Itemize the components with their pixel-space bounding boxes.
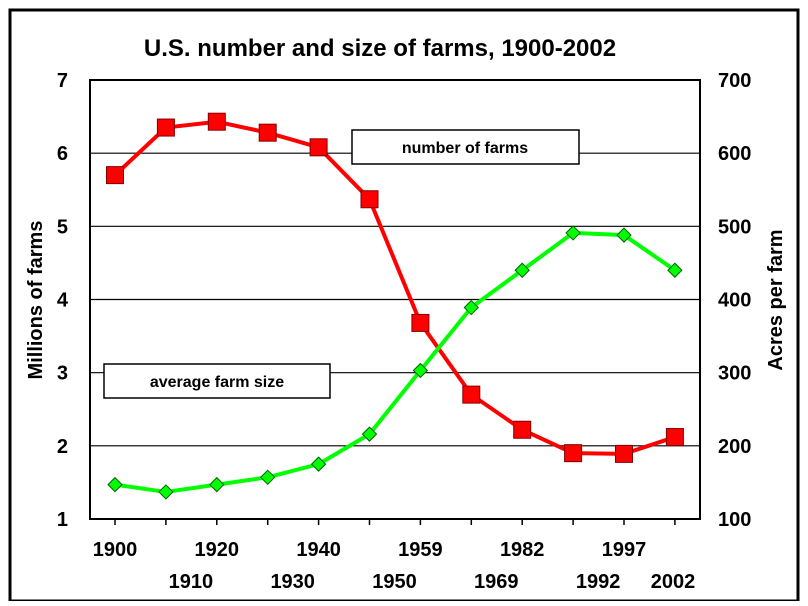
x-tick-label: 1982	[500, 539, 545, 561]
left-tick-label: 5	[57, 216, 68, 238]
data-point	[565, 225, 581, 241]
legend-average-farm-size: average farm size	[103, 363, 331, 399]
x-tick-label: 1969	[474, 571, 519, 593]
data-point	[309, 138, 328, 157]
right-tick-label: 600	[718, 143, 751, 165]
data-point	[514, 262, 530, 278]
legend-box-number	[351, 129, 580, 165]
data-point	[209, 476, 225, 493]
left-axis-ticks: 1 2 3 4 5 6 7	[57, 70, 69, 531]
x-tick-label: 1900	[93, 539, 138, 561]
x-axis-ticks: 1900 1910 1920 1930 1940 1950 1959 1969 1982 1992…	[93, 519, 696, 593]
data-point	[616, 227, 632, 243]
data-point	[107, 476, 123, 493]
x-tick-label: 1992	[576, 571, 621, 593]
left-tick-label: 6	[57, 143, 68, 165]
right-tick-label: 100	[718, 509, 751, 531]
data-point	[207, 112, 226, 131]
data-point	[156, 118, 175, 137]
left-tick-label: 4	[57, 290, 69, 312]
data-point	[411, 313, 430, 332]
series-1	[107, 225, 683, 500]
legend-label-size: average farm size	[150, 374, 284, 391]
data-point	[564, 444, 583, 463]
data-point	[360, 190, 379, 209]
x-tick-label: 1920	[195, 539, 240, 561]
x-tick-label: 2002	[651, 571, 696, 593]
x-tick-label: 1930	[270, 571, 315, 593]
data-point	[463, 299, 480, 316]
data-point	[665, 428, 684, 447]
left-axis-label: Millions of farms	[25, 221, 47, 380]
legend-box-size	[103, 363, 331, 399]
chart-title: U.S. number and size of farms, 1900-2002	[144, 35, 616, 62]
series-layer	[106, 112, 684, 500]
data-point	[667, 262, 683, 278]
data-point	[259, 469, 276, 486]
x-tick-label: 1997	[602, 539, 647, 561]
right-axis-label: Acres per farm	[765, 229, 787, 370]
series-0	[106, 112, 684, 463]
x-tick-label: 1950	[372, 571, 417, 593]
right-tick-label: 200	[718, 436, 751, 458]
right-tick-label: 700	[718, 70, 751, 92]
legend-number-of-farms: number of farms	[351, 129, 580, 165]
right-axis-ticks: 100 200 300 400 500 600 700	[718, 70, 751, 531]
data-point	[412, 362, 429, 379]
left-tick-label: 7	[57, 70, 68, 92]
right-tick-label: 500	[718, 216, 751, 238]
data-point	[462, 385, 481, 404]
data-point	[361, 426, 378, 442]
left-tick-label: 3	[57, 363, 68, 385]
data-point	[310, 456, 327, 472]
x-tick-label: 1959	[398, 539, 443, 561]
data-point	[106, 166, 124, 185]
data-point	[158, 484, 174, 500]
data-point	[513, 420, 532, 439]
series-line	[114, 230, 677, 494]
left-tick-label: 1	[57, 509, 68, 531]
data-point	[615, 444, 633, 463]
left-tick-label: 2	[57, 436, 68, 458]
legend-label-number: number of farms	[402, 140, 528, 157]
x-tick-label: 1910	[169, 571, 214, 593]
data-point	[258, 123, 277, 142]
right-tick-label: 300	[718, 363, 751, 385]
right-tick-label: 400	[718, 290, 751, 312]
x-tick-label: 1940	[296, 539, 341, 561]
